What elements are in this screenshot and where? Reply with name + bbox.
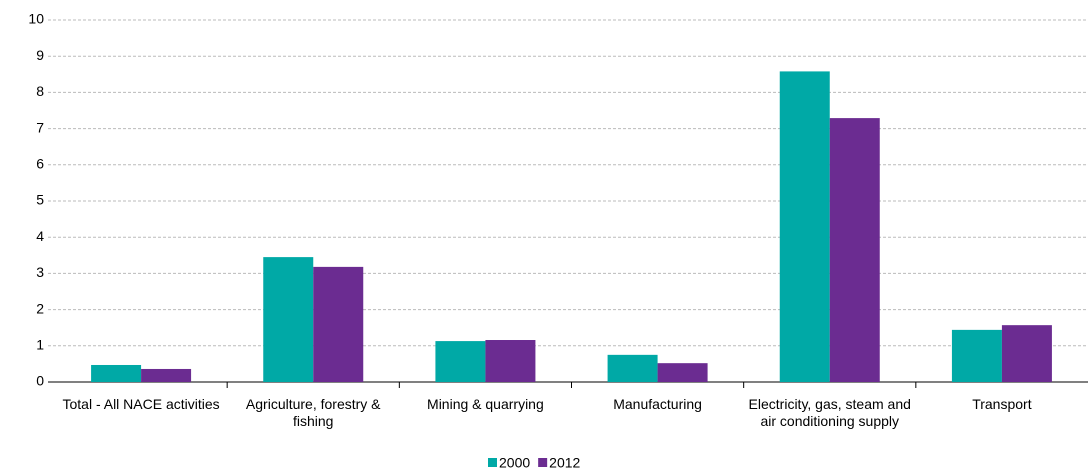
y-tick-label: 6 xyxy=(36,156,44,172)
bar xyxy=(91,364,142,382)
x-tick-label: Agriculture, forestry & fishing xyxy=(245,396,381,429)
y-tick-label: 8 xyxy=(36,83,44,99)
bar xyxy=(141,368,192,382)
y-tick-label: 2 xyxy=(36,300,44,316)
bar xyxy=(829,118,880,383)
bar xyxy=(435,341,486,382)
y-tick-label: 1 xyxy=(36,337,44,353)
x-tick-label: Electricity, gas, steam and air conditio… xyxy=(748,396,911,429)
x-tick-label: Mining & quarrying xyxy=(427,396,544,412)
bar xyxy=(657,363,708,382)
y-tick-label: 0 xyxy=(36,373,44,389)
x-tick-label: Transport xyxy=(972,396,1032,412)
bar xyxy=(951,329,1002,382)
bar xyxy=(485,340,536,382)
legend-swatch xyxy=(488,458,497,467)
legend-swatch xyxy=(538,458,548,467)
y-tick-label: 9 xyxy=(36,47,44,63)
legend-label: 2000 xyxy=(499,455,530,471)
y-tick-label: 4 xyxy=(36,228,44,244)
bar xyxy=(263,257,314,382)
y-tick-label: 7 xyxy=(36,119,44,135)
x-tick-label: Total - All NACE activities xyxy=(62,396,220,412)
legend-label: 2012 xyxy=(549,455,580,471)
y-tick-label: 10 xyxy=(28,11,44,27)
y-tick-label: 5 xyxy=(36,192,44,208)
bar xyxy=(1001,325,1052,382)
y-tick-label: 3 xyxy=(36,264,44,280)
bar xyxy=(779,71,830,383)
bar xyxy=(313,266,364,382)
x-tick-label: Manufacturing xyxy=(613,396,702,412)
bar xyxy=(607,354,658,382)
